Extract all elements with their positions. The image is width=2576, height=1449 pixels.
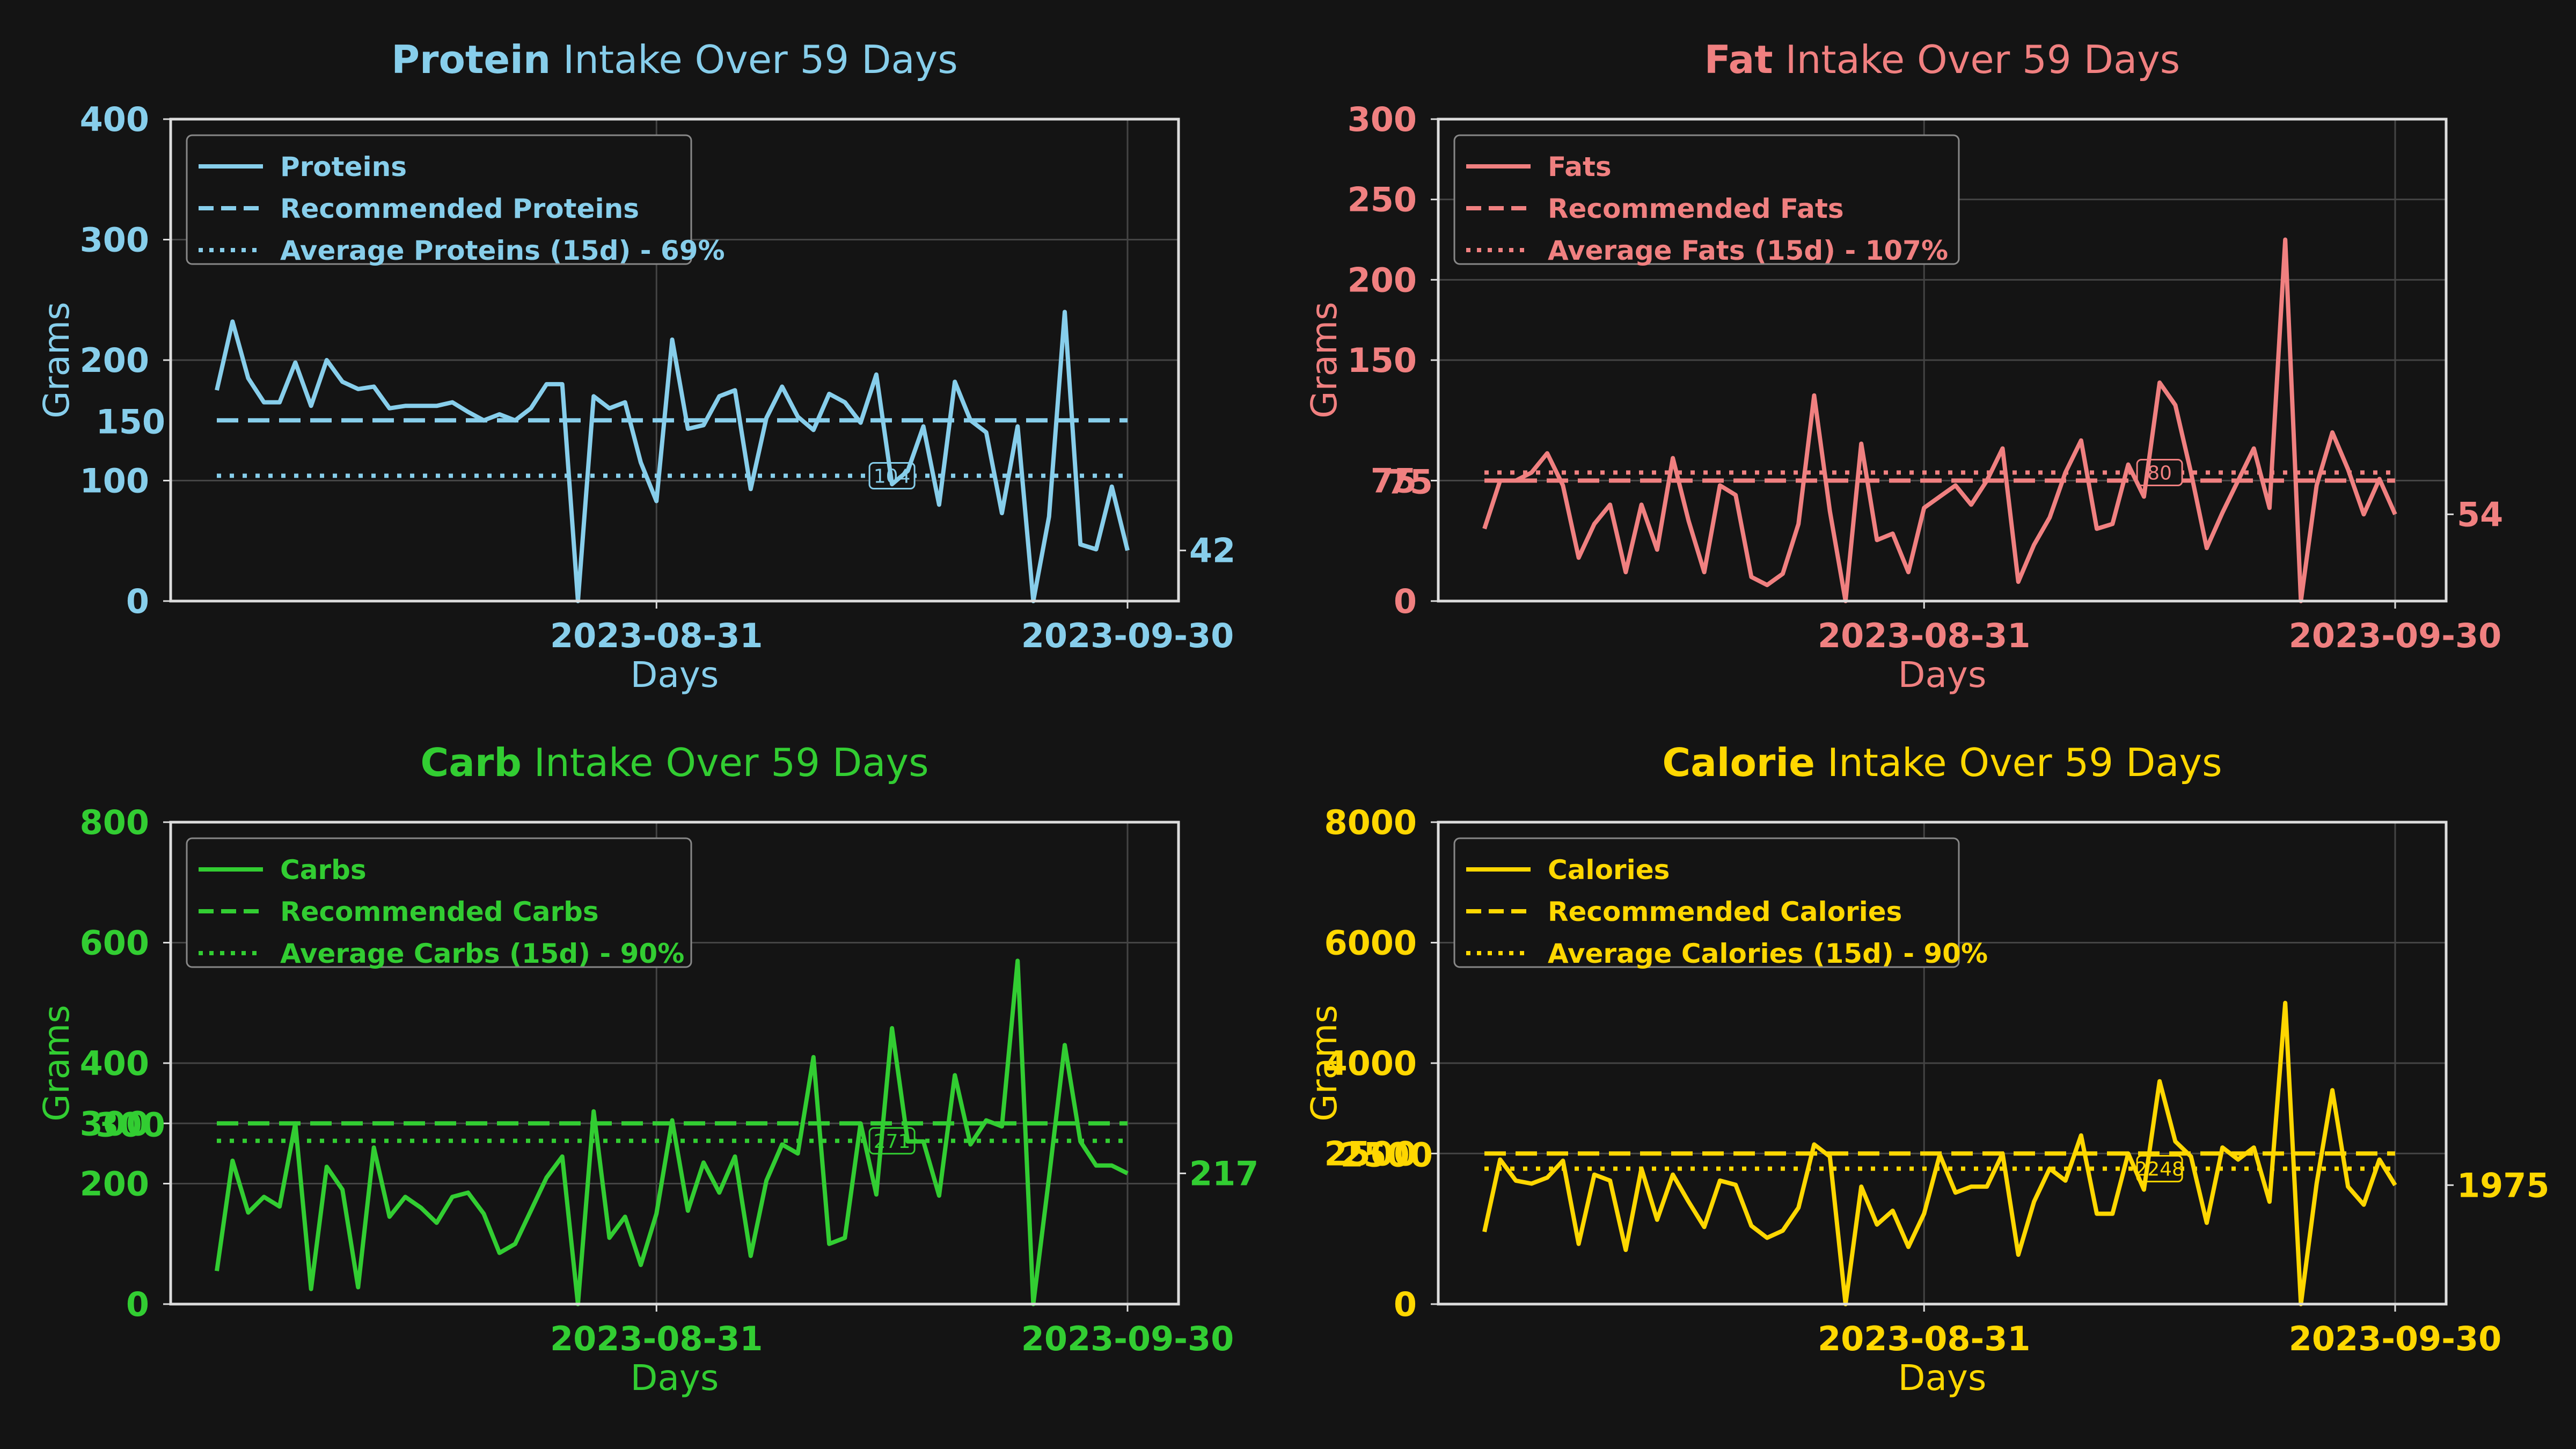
last-value-label: 42 <box>1189 531 1235 570</box>
plot-frame <box>169 821 1180 1306</box>
legend-average-label: Average Fats (15d) - 107% <box>1548 235 1948 266</box>
chart-title: Protein Intake Over 59 Days <box>391 37 958 82</box>
last-value-label: 1975 <box>2457 1166 2550 1205</box>
legend-average-label: Average Proteins (15d) - 69% <box>280 235 725 266</box>
chart-title: Calorie Intake Over 59 Days <box>1662 740 2222 785</box>
y-tick-label: 300 <box>80 1104 149 1143</box>
chart-title-rest: Intake Over 59 Days <box>1815 740 2222 785</box>
recommended-label: 2500 <box>1340 1135 1433 1174</box>
legend-box <box>186 134 692 265</box>
legend-average-label: Average Carbs (15d) - 90% <box>280 938 684 969</box>
x-tick-label: 2023-09-30 <box>2289 616 2502 655</box>
x-tick-label: 2023-09-30 <box>2289 1319 2502 1358</box>
y-tick-label: 4000 <box>1324 1044 1417 1083</box>
y-tick-label: 2500 <box>1324 1134 1417 1173</box>
x-tick-label: 2023-08-31 <box>550 1319 763 1358</box>
charts-group: Protein Intake Over 59 Days 0 100 200 300 400… <box>36 37 2550 1399</box>
recommended-label: 150 <box>96 402 165 441</box>
y-axis-label: Grams <box>1304 1005 1345 1121</box>
average-label: 2248 <box>2135 1159 2184 1181</box>
legend-recommended-label: Recommended Fats <box>1548 193 1844 224</box>
y-tick-label: 0 <box>1394 1285 1417 1324</box>
x-tick-label: 2023-08-31 <box>550 616 763 655</box>
legend-series-label: Proteins <box>280 151 407 182</box>
x-tick-label: 2023-09-30 <box>1021 616 1234 655</box>
chart-title-rest: Intake Over 59 Days <box>551 37 958 82</box>
y-tick-label: 300 <box>1348 100 1417 139</box>
y-tick-label: 200 <box>80 341 149 380</box>
x-axis-label: Days <box>1898 654 1987 696</box>
y-tick-label: 0 <box>126 1285 149 1324</box>
y-tick-label: 75 <box>1371 462 1417 501</box>
recommended-label: 75 <box>1387 463 1433 502</box>
y-tick-label: 400 <box>80 1044 149 1083</box>
y-tick-label: 250 <box>1348 180 1417 219</box>
average-label: 80 <box>2147 463 2172 485</box>
x-tick-label: 2023-08-31 <box>1818 1319 2031 1358</box>
chart-panel-3: Carb Intake Over 59 Days 0 200 300 400 600 800… <box>36 740 1258 1399</box>
x-tick-label: 2023-08-31 <box>1818 616 2031 655</box>
chart-title: Fat Intake Over 59 Days <box>1704 37 2180 82</box>
chart-title-bold: Calorie <box>1662 740 1815 785</box>
y-tick-label: 400 <box>80 100 149 139</box>
y-tick-label: 150 <box>1348 341 1417 380</box>
chart-title: Carb Intake Over 59 Days <box>420 740 928 785</box>
legend-box <box>186 837 692 968</box>
chart-panel-2: Fat Intake Over 59 Days 0 75 150 200 250 300 20… <box>1304 37 2503 696</box>
chart-title-rest: Intake Over 59 Days <box>522 740 929 785</box>
recommended-label: 300 <box>96 1105 165 1144</box>
y-tick-label: 100 <box>80 462 149 501</box>
legend-box <box>1453 837 1960 968</box>
legend-series-label: Carbs <box>280 854 367 885</box>
x-axis-label: Days <box>1898 1357 1987 1399</box>
chart-title-bold: Fat <box>1704 37 1773 82</box>
y-tick-label: 200 <box>80 1165 149 1204</box>
y-tick-label: 600 <box>80 924 149 963</box>
y-tick-label: 200 <box>1348 260 1417 299</box>
y-tick-label: 300 <box>80 221 149 260</box>
legend-series-label: Fats <box>1548 151 1612 182</box>
chart-title-bold: Protein <box>391 37 551 82</box>
legend-recommended-label: Recommended Calories <box>1548 896 1902 927</box>
y-tick-label: 0 <box>126 582 149 621</box>
legend-series-label: Calories <box>1548 854 1670 885</box>
y-tick-label: 0 <box>1394 582 1417 621</box>
plot-frame <box>1437 118 2448 603</box>
x-axis-label: Days <box>631 654 719 696</box>
y-tick-label: 8000 <box>1324 803 1417 842</box>
plot-frame <box>169 118 1180 603</box>
x-axis-label: Days <box>631 1357 719 1399</box>
y-axis-label: Grams <box>1304 302 1345 418</box>
legend-recommended-label: Recommended Proteins <box>280 193 639 224</box>
legend-average-label: Average Calories (15d) - 90% <box>1548 938 1988 969</box>
chart-panel-4: Calorie Intake Over 59 Days 0 2500 4000 6000… <box>1304 740 2550 1399</box>
chart-title-rest: Intake Over 59 Days <box>1773 37 2180 82</box>
y-axis-label: Grams <box>36 1005 77 1121</box>
chart-title-bold: Carb <box>420 740 521 785</box>
legend-box <box>1453 134 1960 265</box>
last-value-label: 217 <box>1189 1154 1258 1193</box>
plot-frame <box>1437 821 2448 1306</box>
last-value-label: 54 <box>2457 495 2503 534</box>
x-tick-label: 2023-09-30 <box>1021 1319 1234 1358</box>
y-axis-label: Grams <box>36 302 77 418</box>
legend-recommended-label: Recommended Carbs <box>280 896 599 927</box>
y-tick-label: 800 <box>80 803 149 842</box>
chart-panel-1: Protein Intake Over 59 Days 0 100 200 300 400… <box>36 37 1235 696</box>
y-tick-label: 6000 <box>1324 924 1417 963</box>
